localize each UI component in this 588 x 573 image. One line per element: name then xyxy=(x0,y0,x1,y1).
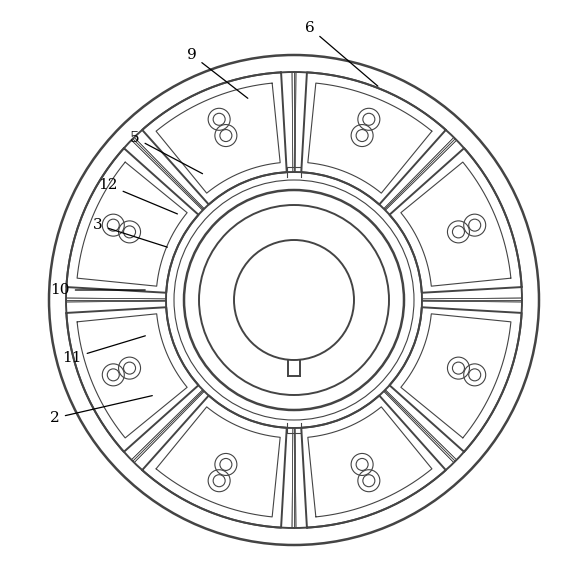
Text: 5: 5 xyxy=(130,131,202,174)
Text: 9: 9 xyxy=(187,48,248,99)
Text: 2: 2 xyxy=(50,395,152,425)
Text: 6: 6 xyxy=(305,21,378,86)
Text: 11: 11 xyxy=(62,336,145,365)
Text: 12: 12 xyxy=(98,178,178,214)
Text: 10: 10 xyxy=(50,283,145,297)
Text: 3: 3 xyxy=(93,218,168,247)
